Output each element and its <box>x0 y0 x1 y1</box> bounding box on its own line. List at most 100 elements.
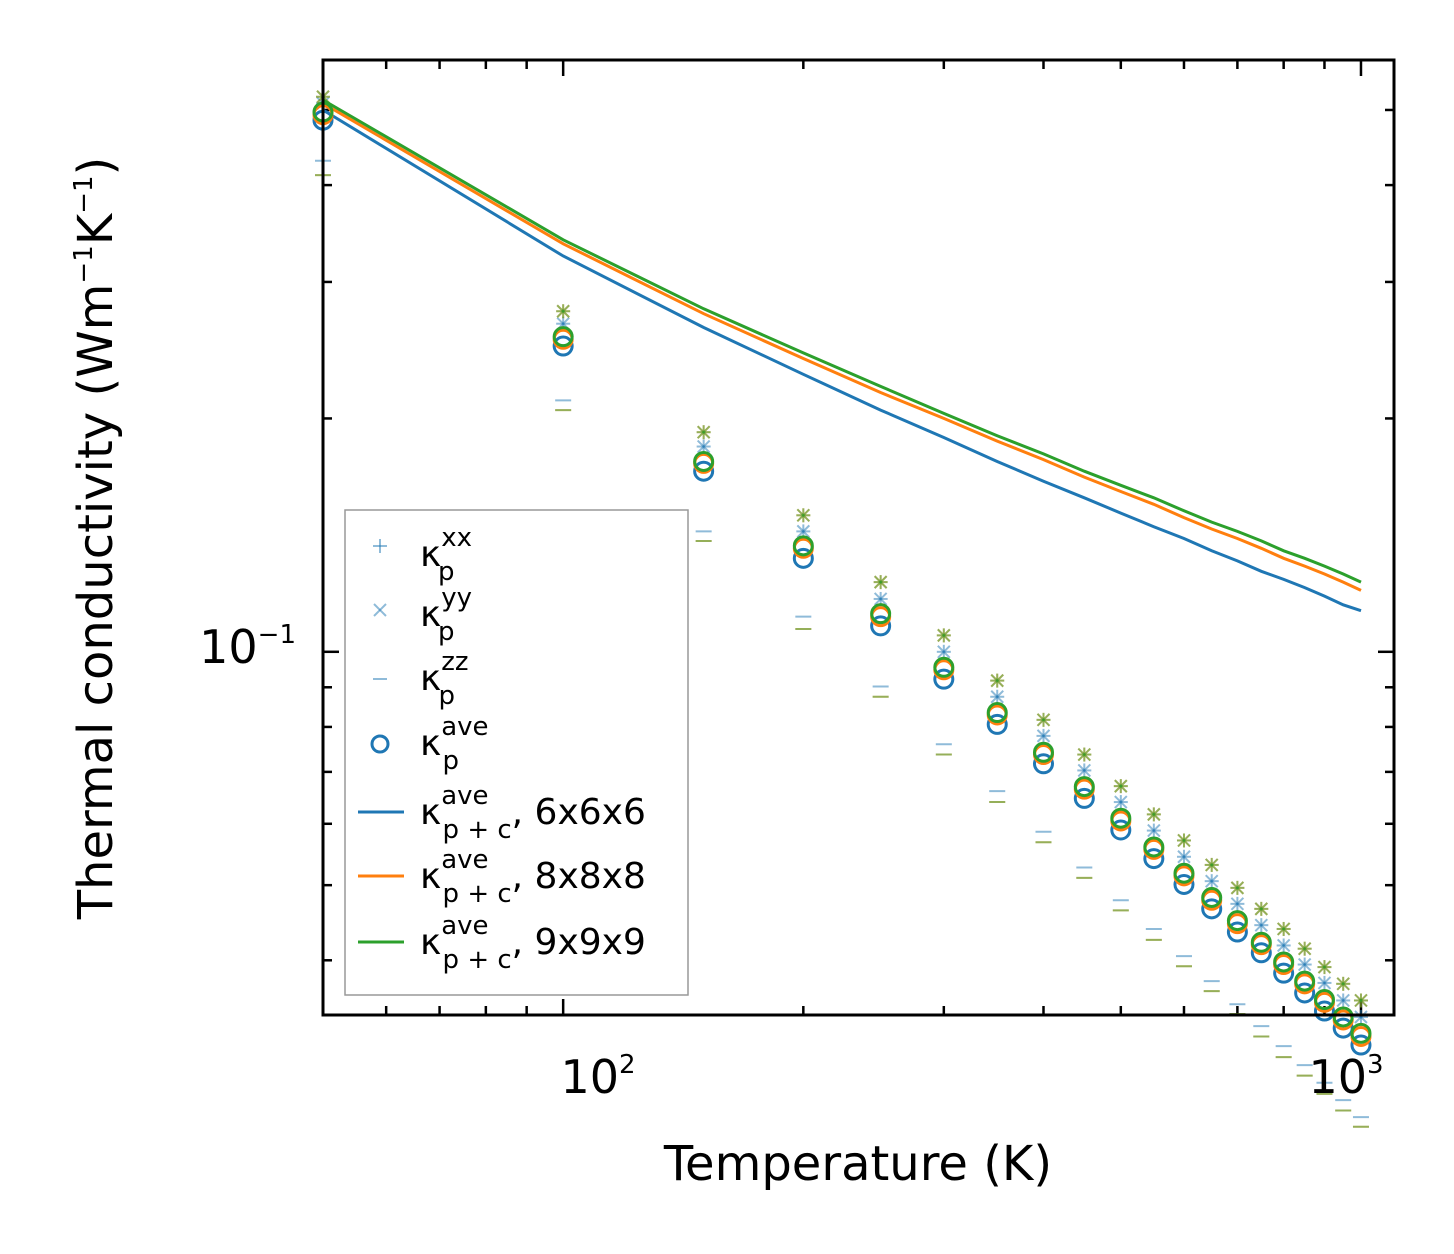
kappa_p_yy_9-point <box>556 304 570 318</box>
kappa_p_ave_9-point <box>933 656 955 678</box>
legend-entry-kappa-pc-9: κave p + c, 9x9x9 <box>358 911 646 975</box>
kappa_p_yy-point <box>937 645 951 659</box>
legend-marker-plus <box>373 539 387 553</box>
series-kappa_p_yy_9 <box>316 90 1368 1008</box>
kappa_p_yy-point <box>990 690 1004 704</box>
legend-label-kappa-pc-8: κave p + c, 8x8x8 <box>420 845 646 909</box>
kappa_p_yy-point <box>1036 729 1051 743</box>
legend-marker-x <box>373 603 387 617</box>
kappa_p_ave-point <box>1073 787 1095 809</box>
kappa_p_yy-point <box>696 439 711 454</box>
kappa_p_yy_9-point <box>937 628 951 643</box>
kappa_p_yy_9-point <box>1276 922 1291 936</box>
kappa_p_ave_9-point <box>1226 910 1248 932</box>
kappa_p_ave_9-point <box>986 702 1008 724</box>
kappa_p_yy-point <box>1147 823 1161 838</box>
plot-marks <box>312 89 1372 1128</box>
legend-label-kappa-xx: κxx p <box>420 523 472 587</box>
kappa_p_yy-point <box>1077 763 1092 778</box>
series-kappa_p_yy <box>316 96 1368 1024</box>
kappa_p_yy_9-point <box>1336 977 1350 991</box>
kappa_p_ave-point <box>1173 873 1195 895</box>
legend-entry-kappa-zz: κzz p <box>373 647 469 711</box>
legend-entry-kappa-xx: κxx p <box>373 523 472 587</box>
legend-entry-kappa-ave: κave p <box>370 712 489 776</box>
kappa_p_ave-point <box>693 460 715 482</box>
kappa_p_ave-point <box>1226 921 1248 943</box>
kappa_p_ave_9-point <box>1173 862 1195 884</box>
legend-label-kappa-pc-6: κave p + c, 6x6x6 <box>420 781 646 845</box>
legend: κxx p κyy p κzz p κave p κav <box>344 509 689 996</box>
kappa_p_ave-point <box>986 713 1008 735</box>
kappa_p_ave-point <box>933 668 955 690</box>
kappa_p_ave-point <box>552 335 574 357</box>
kappa_p_yy_9-point <box>1077 747 1092 762</box>
kappa_p_yy_9-point <box>796 508 811 523</box>
kappa_p_yy-point <box>1230 897 1245 911</box>
x-tick-label-100: 102 <box>560 1050 635 1104</box>
legend-entry-kappa-pc-6: κave p + c, 6x6x6 <box>358 781 646 845</box>
kappa_p_yy_9-point <box>1147 807 1161 822</box>
kappa_p_ave_9-point <box>1032 741 1054 763</box>
series-kappa_p_ave_9 <box>312 101 1372 1044</box>
kappa_p_yy_9-point <box>1036 713 1051 727</box>
y-axis-title: Thermal conductivity (Wm−1K−1) <box>68 157 124 921</box>
series-kappa_pc_6x6x6 <box>322 108 1362 613</box>
kappa_p_yy-point <box>1317 976 1332 990</box>
kappa_p_ave_9-point <box>552 326 574 348</box>
kappa_p_yy_9-point <box>990 673 1004 688</box>
legend-label-kappa-zz: κzz p <box>420 647 469 711</box>
kappa_p_yy_9-point <box>873 575 888 589</box>
kappa_p_ave_9-point <box>693 450 715 472</box>
series-kappa_pc_8x8x8 <box>322 102 1362 592</box>
kappa_p_ave_9-point <box>870 603 892 625</box>
kappa_p_yy-point <box>1297 957 1312 972</box>
kappa_p_yy-point <box>796 524 811 539</box>
kappa_p_ave-point <box>1294 982 1316 1004</box>
kappa_p_ave_9-point <box>1313 989 1335 1011</box>
kappa_p_ave-point <box>1110 819 1132 841</box>
kappa_p_ave-point <box>792 547 814 569</box>
legend-entry-kappa-pc-8: κave p + c, 8x8x8 <box>358 845 646 909</box>
kappa_p_yy-point <box>1177 850 1191 864</box>
legend-label-kappa-pc-9: κave p + c, 9x9x9 <box>420 911 646 975</box>
kappa_p_ave-point <box>1273 962 1295 984</box>
kappa_p_ave_9-point <box>1332 1006 1354 1028</box>
kappa_p_yy-point <box>1276 938 1291 953</box>
kappa_p_yy-point <box>1336 993 1350 1008</box>
kappa_p_yy_9-point <box>1297 941 1312 956</box>
kappa_p_ave-point <box>1201 898 1223 920</box>
kappa_p_ave-point <box>1250 942 1272 964</box>
kappa_p_yy-point <box>1354 1010 1368 1024</box>
kappa_p_yy-point <box>1205 874 1219 888</box>
kappa_p_yy_9-point <box>1354 993 1368 1008</box>
x-axis-title: Temperature (K) <box>663 1136 1052 1192</box>
kappa_p_ave-point <box>1350 1034 1372 1056</box>
kappa_p_ave_9-point <box>1350 1022 1372 1044</box>
kappa_p_ave_9-point <box>1143 836 1165 858</box>
kappa_p_yy_9-point <box>696 425 711 439</box>
kappa_p_yy_9-point <box>1254 902 1269 916</box>
kappa_p_yy-point <box>873 592 888 606</box>
plot-frame <box>321 58 1396 1017</box>
kappa_p_ave_9-point <box>1294 970 1316 992</box>
legend-frame <box>344 509 689 996</box>
kappa_p_yy_9-point <box>1230 881 1245 895</box>
series-kappa_pc_9x9x9 <box>322 98 1362 584</box>
kappa_p_ave-point <box>1143 848 1165 870</box>
kappa_p_yy_9-point <box>1205 858 1219 872</box>
series-kappa_p_zz <box>315 159 1369 1119</box>
kappa_p_ave_9-point <box>1273 951 1295 973</box>
kappa_p_yy_9-point <box>1114 779 1128 793</box>
kappa_p_ave_9-point <box>1073 776 1095 798</box>
kappa_p_yy-point <box>1114 795 1128 809</box>
kappa_p_ave-point <box>870 615 892 637</box>
kappa_p_yy-point <box>1254 918 1269 932</box>
legend-label-kappa-yy: κyy p <box>420 583 472 647</box>
series-kappa_p_ave <box>312 109 1372 1056</box>
kappa_p_ave_9-point <box>1250 931 1272 953</box>
kappa_p_ave_9-point <box>792 535 814 557</box>
x-tick-label-1000: 103 <box>1308 1050 1383 1104</box>
legend-marker-circle <box>370 734 390 754</box>
